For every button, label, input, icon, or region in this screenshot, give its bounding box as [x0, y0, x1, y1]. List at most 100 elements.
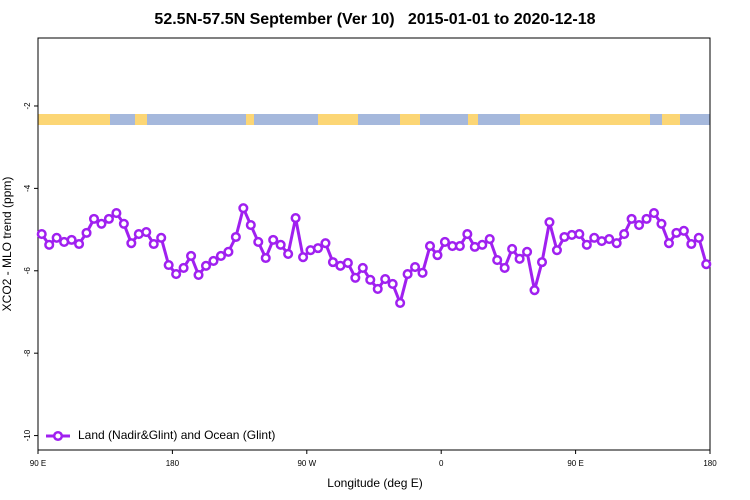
- data-point: [663, 238, 674, 249]
- data-point: [454, 241, 465, 252]
- ocean-band: [38, 114, 710, 125]
- data-point: [432, 250, 443, 261]
- data-point: [357, 262, 368, 273]
- data-point: [372, 283, 383, 294]
- y-axis-label: XCO2 - MLO trend (ppm): [0, 177, 14, 312]
- land-ocean-strip: [38, 114, 710, 125]
- data-point: [96, 218, 107, 229]
- data-point: [148, 238, 159, 250]
- data-point: [462, 229, 473, 240]
- land-band: [662, 114, 680, 125]
- data-point: [193, 269, 204, 280]
- data-point: [529, 285, 540, 296]
- land-band: [318, 114, 358, 125]
- data-point: [186, 250, 197, 261]
- data-point: [66, 234, 77, 245]
- land-band: [400, 114, 420, 125]
- data-point: [581, 239, 592, 250]
- x-axis-label: Longitude (deg E): [327, 476, 422, 490]
- data-point: [536, 257, 548, 268]
- y-tick-label: -2: [23, 102, 32, 110]
- data-point: [604, 234, 615, 245]
- data-point: [439, 236, 450, 247]
- data-point: [88, 213, 100, 224]
- legend-marker: [52, 430, 64, 442]
- data-point: [118, 218, 129, 229]
- data-point: [215, 250, 226, 261]
- data-point: [686, 238, 697, 250]
- data-point: [260, 252, 271, 264]
- data-point: [163, 259, 174, 271]
- data-point: [626, 213, 637, 224]
- data-point: [238, 203, 249, 214]
- land-band: [38, 114, 110, 125]
- data-point: [275, 239, 286, 250]
- data-point: [402, 269, 413, 280]
- data-point: [103, 213, 114, 224]
- data-point: [514, 253, 525, 264]
- data-point: [171, 269, 182, 280]
- data-point: [245, 219, 256, 231]
- data-point: [551, 245, 562, 256]
- data-point: [656, 218, 667, 229]
- data-point: [507, 243, 518, 254]
- data-point: [156, 232, 167, 243]
- data-point: [424, 241, 436, 252]
- data-point: [693, 232, 704, 243]
- land-band: [520, 114, 650, 125]
- data-point: [111, 208, 122, 219]
- data-point: [230, 231, 241, 243]
- data-point: [200, 260, 212, 271]
- data-point: [611, 238, 622, 249]
- data-point: [544, 217, 555, 228]
- land-band: [246, 114, 254, 125]
- x-tick-label: 180: [703, 459, 717, 468]
- legend-label: Land (Nadir&Glint) and Ocean (Glint): [78, 428, 275, 442]
- x-tick-label: 180: [166, 459, 180, 468]
- data-point: [484, 234, 495, 245]
- data-point: [320, 238, 331, 249]
- data-point: [253, 236, 264, 247]
- data-point: [298, 252, 309, 263]
- data-point: [223, 246, 234, 257]
- data-point: [208, 255, 219, 266]
- data-point: [74, 238, 85, 250]
- data-point: [365, 274, 376, 285]
- data-point: [126, 238, 137, 249]
- data-point: [522, 246, 533, 257]
- data-point: [477, 239, 488, 250]
- data-point: [641, 213, 652, 224]
- data-point: [499, 262, 510, 273]
- x-tick-label: 90 E: [30, 459, 46, 468]
- x-tick-label: 90 W: [297, 459, 316, 468]
- data-point: [395, 297, 406, 308]
- data-point: [492, 255, 503, 266]
- data-point: [648, 208, 660, 219]
- data-point: [283, 248, 294, 259]
- x-tick-label: 90 E: [567, 459, 583, 468]
- y-tick-label: -4: [23, 184, 32, 192]
- data-point: [410, 262, 421, 273]
- data-point: [44, 239, 55, 250]
- data-point: [268, 234, 279, 245]
- data-point: [619, 229, 630, 240]
- data-point: [290, 212, 301, 224]
- data-point: [51, 232, 62, 243]
- plot-frame: [37, 37, 711, 451]
- land-band: [135, 114, 147, 125]
- data-point: [634, 219, 645, 231]
- y-tick-label: -6: [23, 267, 32, 275]
- data-point: [327, 257, 338, 268]
- land-band: [468, 114, 478, 125]
- y-tick-label: -10: [23, 429, 32, 441]
- y-tick-label: -8: [23, 349, 32, 357]
- data-point: [574, 229, 585, 240]
- data-point: [312, 243, 324, 254]
- data-point: [417, 267, 428, 278]
- data-point: [81, 227, 92, 238]
- data-point: [678, 225, 689, 236]
- data-point: [36, 229, 47, 240]
- data-point: [178, 262, 189, 273]
- x-tick-label: 0: [439, 459, 444, 468]
